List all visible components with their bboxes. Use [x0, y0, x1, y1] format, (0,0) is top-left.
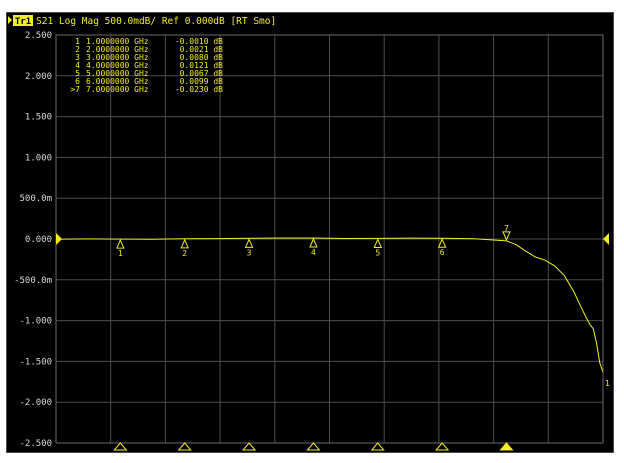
- y-tick-label: -2.000: [19, 398, 52, 408]
- analyzer-screen: 2.500 2.000 1.500 1.000 500.0m 0.000 -500.0m -1…: [6, 12, 614, 453]
- marker-table-label: 3: [75, 53, 80, 62]
- y-tick-label: -1.000: [19, 317, 52, 327]
- marker-number: 4: [311, 248, 316, 257]
- marker-triangle-icon[interactable]: [373, 238, 383, 248]
- trace-badge-box[interactable]: [13, 15, 33, 26]
- y-tick-label: 1.000: [25, 153, 52, 163]
- marker-table-value: 0.0067 dB: [180, 69, 224, 78]
- bottom-marker-indicator-icon[interactable]: [435, 442, 450, 451]
- marker-table-frequency: 7.0000000 GHz: [86, 85, 149, 94]
- marker-number: 1: [118, 249, 123, 258]
- marker-number: 2: [182, 249, 187, 258]
- s21-log-mag-chart: 2.500 2.000 1.500 1.000 500.0m 0.000 -500.0m -1…: [7, 13, 613, 452]
- marker-number: 6: [440, 248, 445, 257]
- bottom-marker-indicator-icon[interactable]: [241, 442, 257, 451]
- marker-table-frequency: 3.0000000 GHz: [86, 53, 149, 62]
- marker-table-value: 0.0080 dB: [180, 53, 224, 62]
- marker-layer: 1 2 3 4 5 6 7: [56, 224, 609, 258]
- marker-table-frequency: 1.0000000 GHz: [86, 37, 149, 46]
- y-tick-label: 1.500: [25, 113, 52, 123]
- marker-table-frequency: 6.0000000 GHz: [86, 77, 149, 86]
- marker-table-frequency: 5.0000000 GHz: [86, 69, 149, 78]
- marker-table-value: 0.0099 dB: [180, 77, 224, 86]
- bottom-marker-indicator-icon[interactable]: [370, 442, 385, 451]
- bottom-marker-indicator-icon[interactable]: [306, 442, 321, 451]
- bottom-marker-indicator-icon[interactable]: [113, 442, 128, 451]
- marker-table-label: 1: [75, 37, 80, 46]
- y-tick-label: 0.000: [25, 235, 52, 245]
- active-marker-triangle-icon[interactable]: [502, 231, 511, 242]
- marker-table: 1 1.0000000 GHz -0.0010 dB 2 2.0000000 GHz 0.…: [70, 37, 223, 94]
- marker-table-value: -0.0230 dB: [175, 85, 223, 94]
- marker-number: 5: [375, 248, 380, 257]
- marker-table-label: 2: [75, 45, 80, 54]
- plot-background: [7, 13, 613, 452]
- y-tick-label: 2.000: [25, 72, 52, 82]
- ref-level-left-arrow-icon[interactable]: [56, 233, 62, 245]
- ref-level-right-arrow-icon[interactable]: [603, 233, 609, 245]
- bottom-marker-indicators: [113, 442, 514, 451]
- y-tick-label: -1.500: [19, 357, 52, 367]
- marker-number: 3: [247, 248, 252, 257]
- bottom-marker-indicator-icon[interactable]: [177, 442, 192, 451]
- marker-triangle-icon[interactable]: [437, 237, 447, 248]
- trace-badge[interactable]: Tr1: [15, 17, 31, 27]
- marker-triangle-icon[interactable]: [309, 237, 318, 248]
- marker-table-value: -0.0010 dB: [175, 37, 223, 46]
- marker-table-frequency: 2.0000000 GHz: [86, 45, 149, 54]
- marker-triangle-icon[interactable]: [180, 238, 189, 249]
- marker-table-label: >7: [70, 85, 80, 94]
- y-tick-label: -2.500: [19, 439, 52, 449]
- marker-table-label: 4: [75, 61, 80, 70]
- y-tick-labels: 2.500 2.000 1.500 1.000 500.0m 0.000 -500.0m -1…: [14, 31, 52, 449]
- marker-triangle-icon[interactable]: [116, 238, 125, 249]
- marker-table-label: 5: [75, 69, 80, 78]
- trace-status-text: S21 Log Mag 500.0mdB/ Ref 0.000dB [RT Sm…: [36, 16, 276, 27]
- marker-table-frequency: 4.0000000 GHz: [86, 61, 149, 70]
- active-trace-arrow-icon: [8, 16, 12, 24]
- bottom-marker-indicator-icon[interactable]: [499, 442, 514, 451]
- active-marker-number: 7: [504, 224, 509, 233]
- marker-table-value: 0.0021 dB: [180, 45, 224, 54]
- y-tick-label: 2.500: [25, 31, 52, 41]
- y-tick-label: -500.0m: [14, 276, 52, 286]
- y-tick-label: 500.0m: [19, 194, 52, 204]
- status-header: Tr1 S21 Log Mag 500.0mdB/ Ref 0.000dB [R…: [8, 15, 276, 27]
- marker-table-value: 0.0121 dB: [180, 61, 224, 70]
- marker-triangle-icon[interactable]: [244, 238, 254, 248]
- trace-end-label: 1: [605, 379, 610, 388]
- marker-table-label: 6: [75, 77, 80, 86]
